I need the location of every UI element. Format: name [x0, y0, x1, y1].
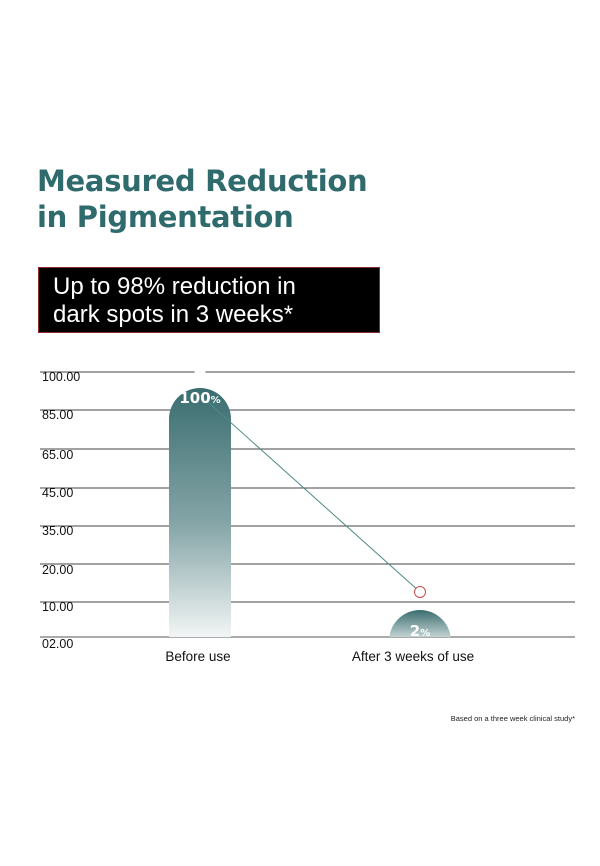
- y-tick-label: 10.00: [42, 600, 73, 614]
- pigmentation-chart: 100.00 85.00 65.00 45.00 35.00 20.00 10.00 02.0…: [40, 367, 575, 664]
- y-tick-label: 02.00: [42, 637, 73, 651]
- data-label-unit: %: [420, 628, 430, 639]
- point-marker-before: [194, 367, 206, 379]
- data-label: 2%: [410, 622, 430, 640]
- bar-before: [169, 388, 231, 637]
- data-label-number: 100: [179, 389, 210, 407]
- y-tick-label: 35.00: [42, 524, 73, 538]
- bar-after: [389, 610, 451, 641]
- point-marker-after: [414, 586, 426, 598]
- y-tick-label: 45.00: [42, 486, 73, 500]
- y-tick-label: 65.00: [42, 448, 73, 462]
- claim-banner: Up to 98% reduction in dark spots in 3 w…: [38, 267, 380, 333]
- page-title: Measured Reduction in Pigmentation: [37, 163, 368, 235]
- data-label-number: 2: [410, 622, 420, 640]
- y-tick-label: 100.00: [42, 370, 80, 384]
- footnote: Based on a three week clinical study*: [450, 714, 575, 723]
- page-title-line-1: Measured Reduction: [37, 164, 368, 198]
- claim-line-2: dark spots in 3 weeks*: [53, 301, 294, 328]
- claim-line-1: Up to 98% reduction in: [53, 273, 296, 300]
- y-tick-label: 85.00: [42, 408, 73, 422]
- data-label: 100%: [179, 389, 220, 407]
- x-category-label: After 3 weeks of use: [352, 649, 474, 664]
- data-label-unit: %: [211, 395, 221, 406]
- x-category-label: Before use: [165, 649, 230, 664]
- y-tick-label: 20.00: [42, 563, 73, 577]
- page-title-line-2: in Pigmentation: [37, 200, 294, 234]
- connector-line: [199, 394, 421, 593]
